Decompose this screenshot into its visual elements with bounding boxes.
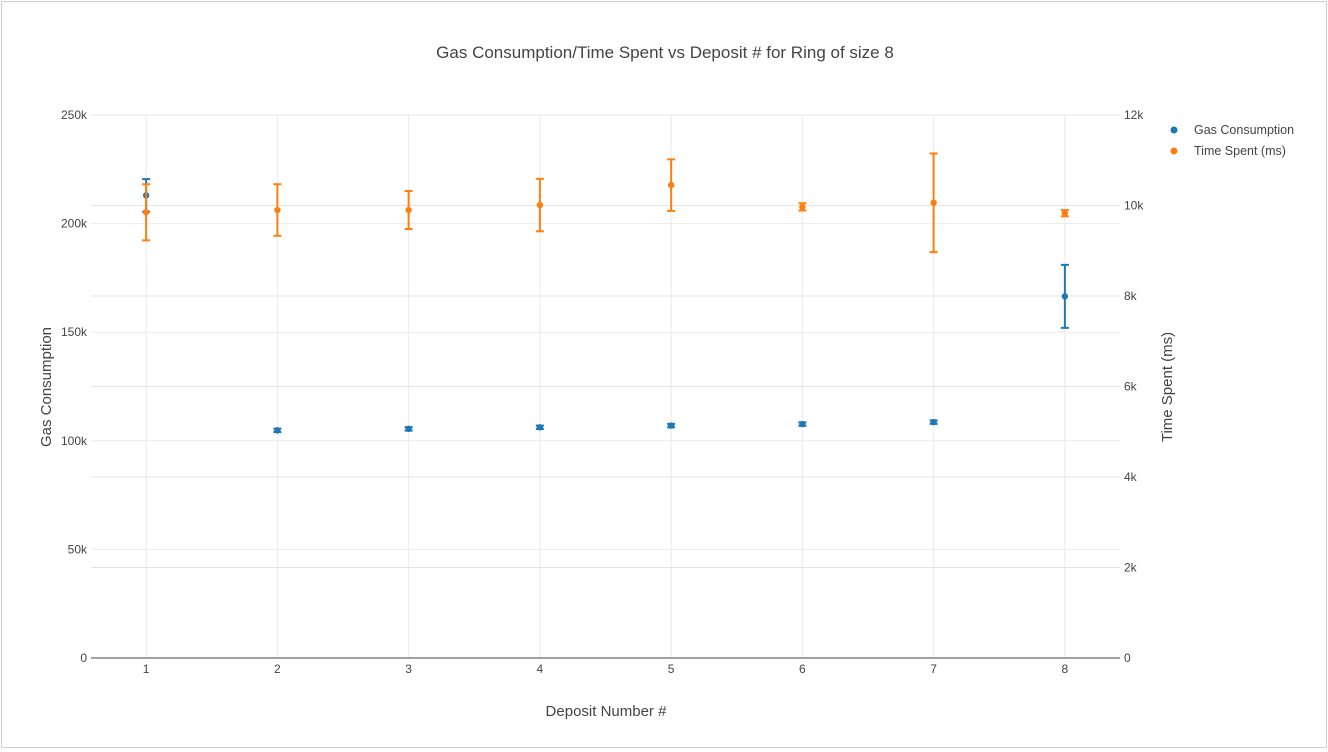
series-gas-consumption [142, 178, 1069, 434]
legend-marker [1170, 147, 1178, 155]
data-point [930, 199, 937, 206]
data-point [799, 203, 806, 211]
chart-title: Gas Consumption/Time Spent vs Deposit # … [436, 43, 894, 62]
axis-layer: 1 2 3 4 5 6 7 8 0 50k 100k 150k 200k 250k 0 2k 4k 6k 8k 10k… [61, 108, 1144, 676]
y-tick-label: 100k [61, 434, 88, 448]
x-axis-label: Deposit Number # [546, 703, 668, 720]
x-tick-label: 4 [537, 662, 544, 676]
y-tick-label: 50k [68, 542, 88, 556]
x-tick-label: 8 [1062, 662, 1069, 676]
y2-tick-label: 6k [1124, 380, 1138, 394]
y-tick-label: 200k [61, 217, 88, 231]
legend-label: Time Spent (ms) [1194, 144, 1286, 158]
y-tick-label: 0 [80, 651, 87, 665]
x-tick-label: 6 [799, 662, 806, 676]
y2-tick-label: 2k [1124, 561, 1138, 575]
y2-tick-label: 8k [1124, 289, 1138, 303]
data-point [1061, 209, 1069, 217]
legend-item[interactable]: Gas Consumption [1170, 123, 1295, 137]
data-point [405, 425, 412, 433]
y2-tick-label: 12k [1124, 108, 1144, 122]
x-tick-label: 3 [405, 662, 412, 676]
data-point [405, 206, 412, 214]
legend[interactable]: Gas Consumption Time Spent (ms) [1170, 123, 1295, 158]
y2-tick-label: 10k [1124, 199, 1144, 213]
data-point [667, 422, 675, 429]
y2-tick-label: 0 [1124, 651, 1131, 665]
data-point [1061, 293, 1069, 300]
data-point [536, 424, 544, 431]
y-tick-label: 150k [61, 325, 88, 339]
series-time-spent-ms [142, 152, 1069, 254]
data-point [667, 181, 675, 189]
legend-label: Gas Consumption [1194, 123, 1294, 137]
x-tick-label: 2 [274, 662, 281, 676]
data-point [536, 201, 544, 209]
x-tick-label: 1 [143, 662, 150, 676]
grid-layer [91, 114, 1120, 658]
data-point [799, 420, 806, 428]
y2-tick-label: 4k [1124, 470, 1138, 484]
data-layer [142, 152, 1069, 434]
legend-marker [1170, 126, 1178, 134]
x-tick-label: 5 [668, 662, 675, 676]
x-tick-label: 7 [930, 662, 937, 676]
data-point [930, 418, 937, 426]
data-point [274, 427, 281, 434]
y2-axis-label: Time Spent (ms) [1159, 332, 1176, 442]
data-point [274, 206, 281, 214]
data-point [142, 209, 150, 216]
legend-item[interactable]: Time Spent (ms) [1170, 144, 1286, 158]
y-axis-label: Gas Consumption [38, 327, 55, 447]
y-tick-label: 250k [61, 108, 88, 122]
